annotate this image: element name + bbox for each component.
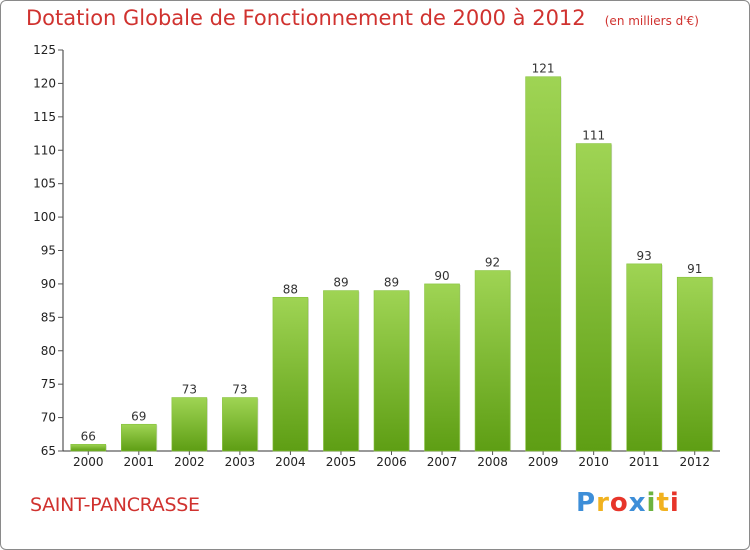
proxiti-logo: Proxiti xyxy=(576,488,680,518)
bar-value-label: 73 xyxy=(182,383,197,397)
x-tick-label: 2004 xyxy=(275,455,306,469)
y-tick-label: 95 xyxy=(41,244,56,258)
y-tick-label: 85 xyxy=(41,310,56,324)
bar-value-label: 92 xyxy=(485,256,500,270)
logo-letter: o xyxy=(609,488,629,518)
y-tick-label: 65 xyxy=(41,444,56,458)
bar xyxy=(171,397,208,452)
y-tick-label: 110 xyxy=(33,143,56,157)
bar-value-label: 111 xyxy=(582,129,605,143)
x-tick-label: 2002 xyxy=(174,455,205,469)
bar xyxy=(525,76,561,452)
y-tick-label: 115 xyxy=(33,110,56,124)
x-tick-label: 2010 xyxy=(578,455,609,469)
y-tick-label: 90 xyxy=(41,277,56,291)
y-tick-label: 105 xyxy=(33,177,56,191)
x-tick-label: 2005 xyxy=(326,455,357,469)
bar xyxy=(575,143,612,452)
bar xyxy=(424,283,460,452)
commune-name: SAINT-PANCRASSE xyxy=(30,494,200,516)
y-tick-label: 120 xyxy=(33,76,56,90)
x-tick-label: 2000 xyxy=(73,455,104,469)
bar xyxy=(474,270,511,452)
bar xyxy=(272,296,309,452)
bar-value-label: 69 xyxy=(131,409,146,423)
bar xyxy=(676,276,713,452)
bar-value-label: 121 xyxy=(532,62,555,76)
y-axis: 65 70 75 80 85 90 95 100 105 110 115 120 125 xyxy=(33,43,64,458)
x-tick-label: 2011 xyxy=(629,455,660,469)
y-tick-label: 70 xyxy=(41,411,56,425)
x-tick-label: 2006 xyxy=(376,455,407,469)
y-tick-label: 125 xyxy=(33,43,56,57)
bar-value-label: 89 xyxy=(333,276,348,290)
y-tick-label: 100 xyxy=(33,210,56,224)
x-axis: 2000 2001 2002 2003 2004 2005 2006 2007 2008 2009… xyxy=(63,450,720,469)
bar-value-label: 73 xyxy=(232,383,247,397)
logo-letter: i xyxy=(646,488,657,518)
bar-value-label: 89 xyxy=(384,276,399,290)
x-tick-label: 2007 xyxy=(427,455,458,469)
bar-value-label: 90 xyxy=(434,269,449,283)
y-tick-label: 80 xyxy=(41,344,56,358)
bars: 66 69 73 73 88 89 89 90 92 121 111 93 91 xyxy=(70,62,714,452)
x-tick-label: 2001 xyxy=(124,455,155,469)
logo-letter: x xyxy=(628,488,647,518)
bar-value-label: 93 xyxy=(637,249,652,263)
chart-subtitle: (en milliers d'€) xyxy=(604,14,699,28)
chart-header: Dotation Globale de Fonctionnement de 20… xyxy=(26,6,699,30)
logo-letter: i xyxy=(669,488,680,518)
bar xyxy=(323,290,359,452)
bar xyxy=(373,290,410,452)
bar-value-label: 91 xyxy=(687,262,702,276)
y-tick-label: 75 xyxy=(41,377,56,391)
bar xyxy=(121,423,157,452)
bar xyxy=(70,444,107,452)
logo-letter: r xyxy=(596,488,610,518)
bar-value-label: 88 xyxy=(283,282,298,296)
x-tick-label: 2003 xyxy=(225,455,256,469)
logo-letter: t xyxy=(656,488,670,518)
x-tick-label: 2008 xyxy=(477,455,508,469)
x-tick-label: 2009 xyxy=(528,455,559,469)
chart-title: Dotation Globale de Fonctionnement de 20… xyxy=(26,6,586,30)
x-tick-label: 2012 xyxy=(679,455,710,469)
bar xyxy=(626,263,662,452)
bar-value-label: 66 xyxy=(81,429,96,443)
bar xyxy=(222,397,258,452)
logo-letter: P xyxy=(576,488,597,518)
